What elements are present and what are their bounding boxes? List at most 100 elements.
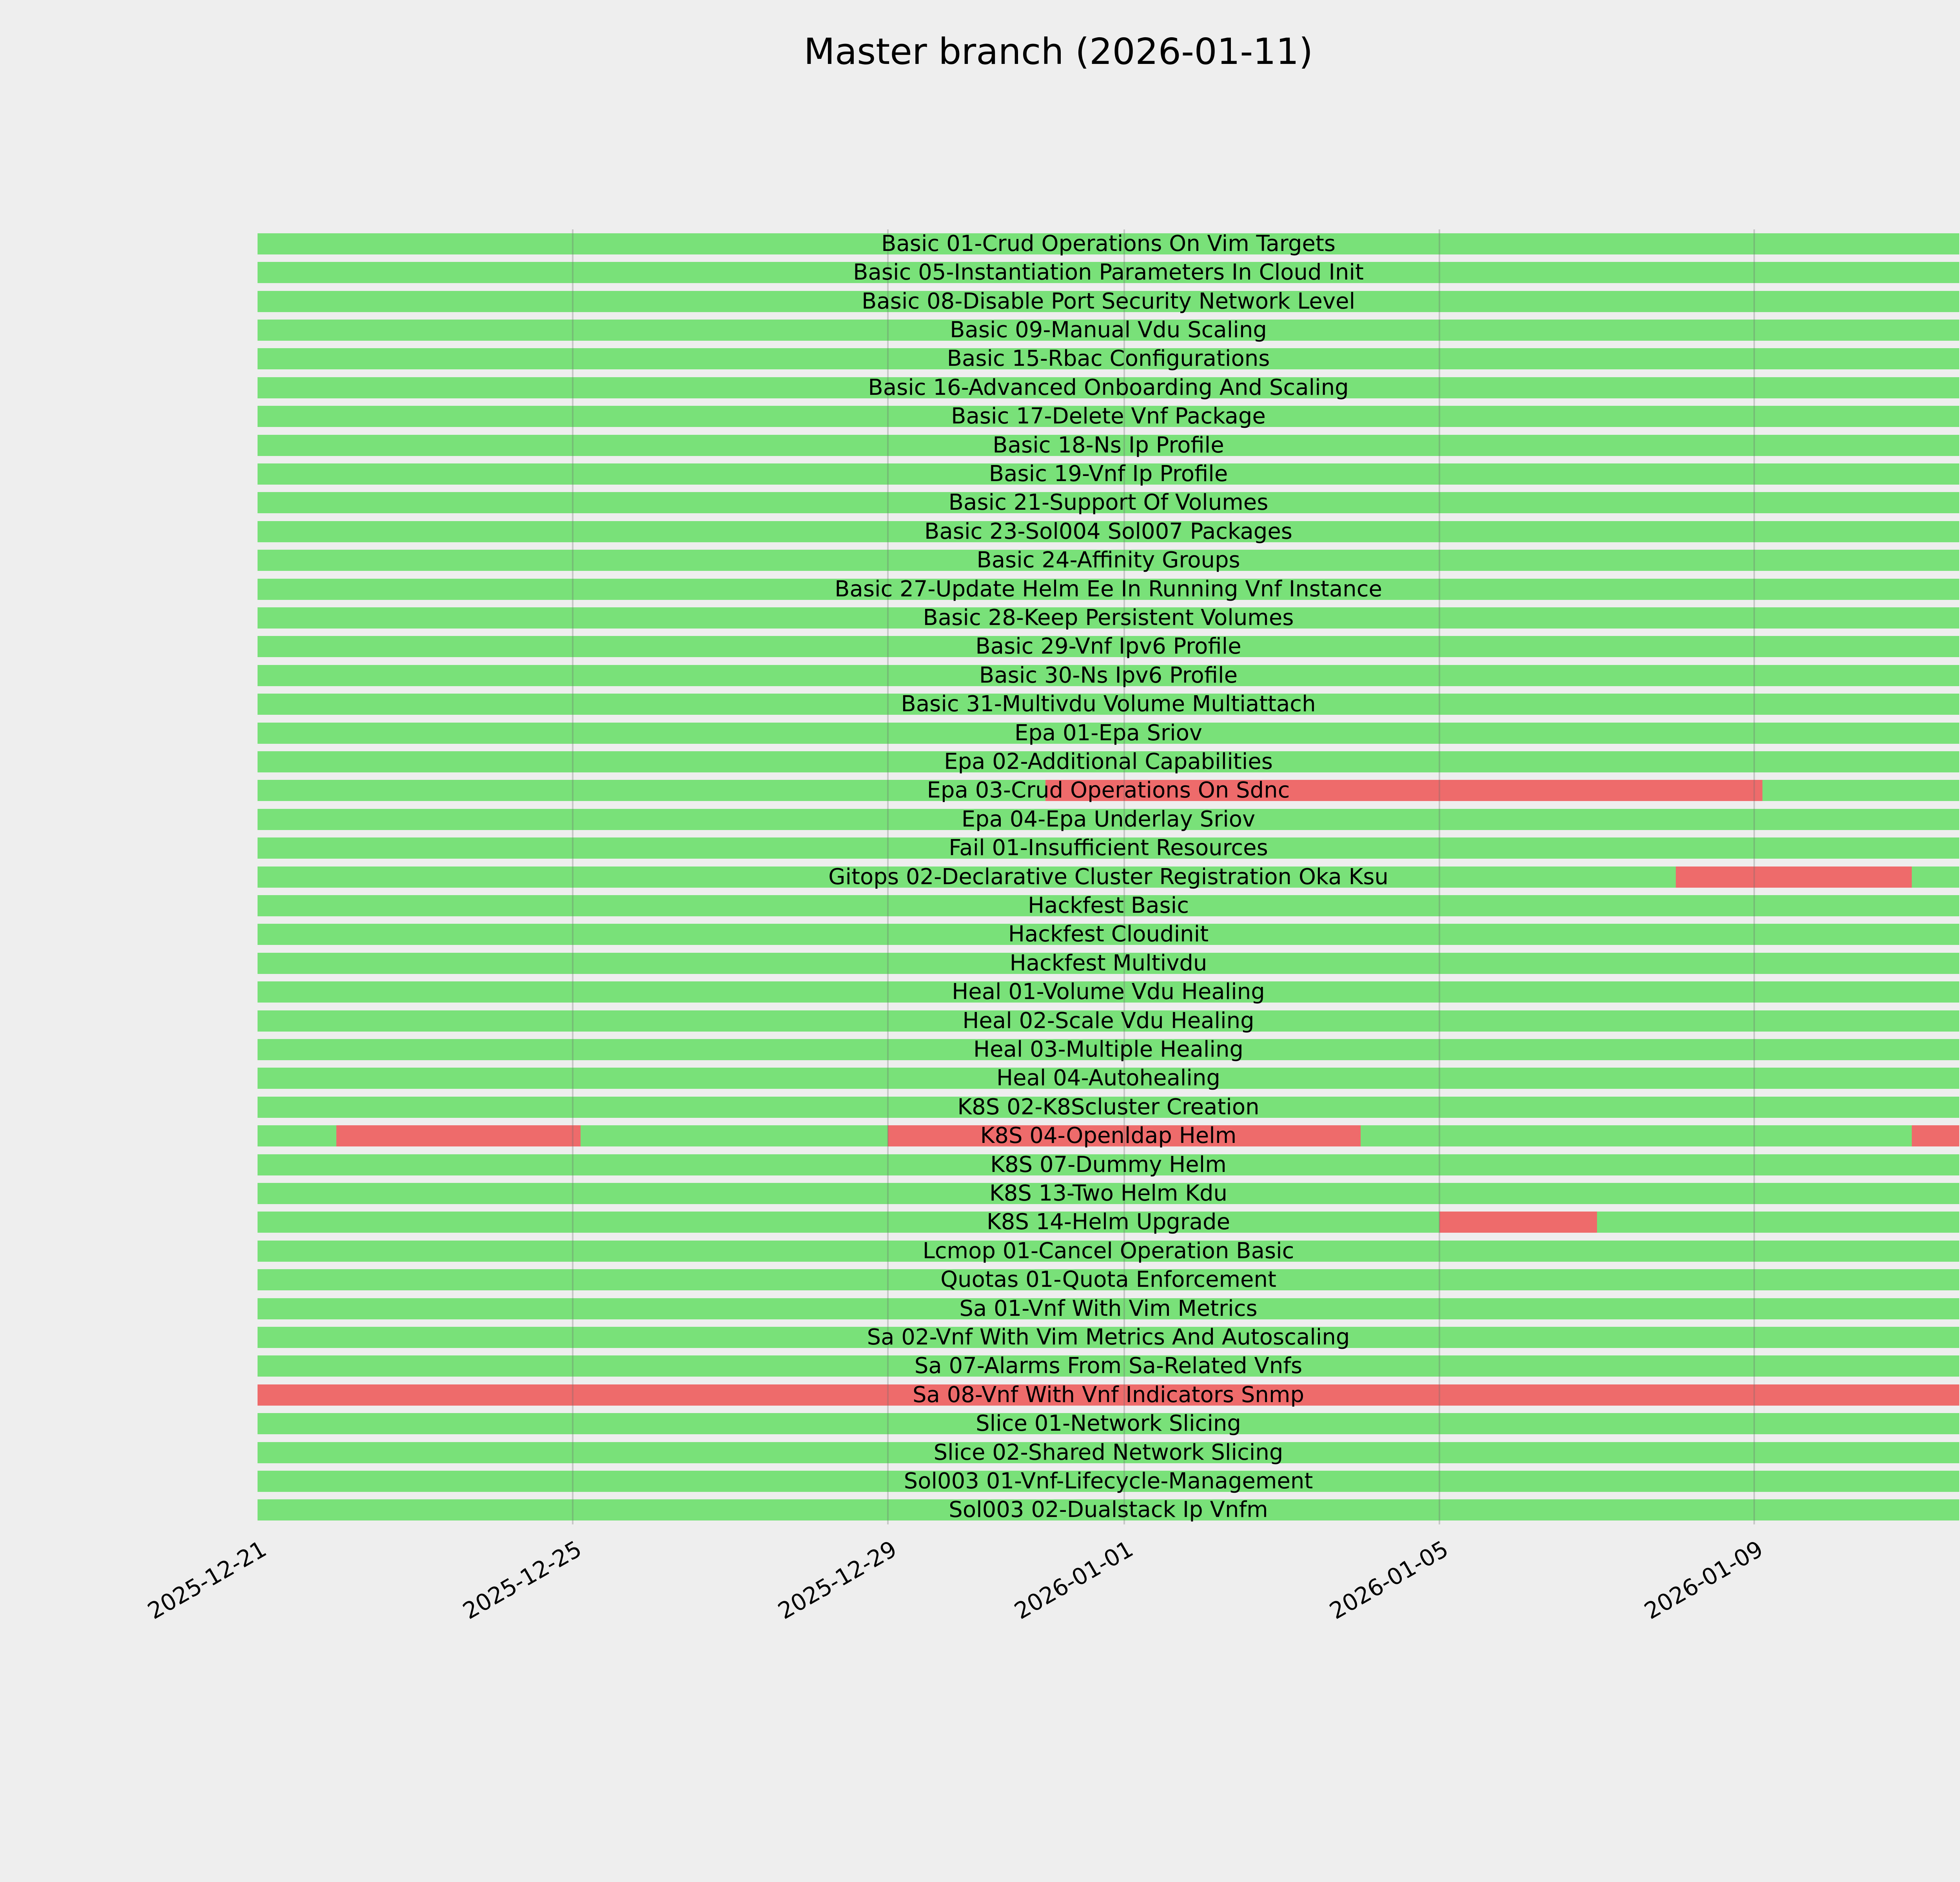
pass-bar (258, 1269, 1959, 1291)
pass-bar (258, 463, 1959, 485)
pass-bar (258, 895, 1959, 916)
task-label: Slice 01-Network Slicing (976, 1411, 1241, 1437)
task-label: Epa 02-Additional Capabilities (944, 748, 1273, 774)
task-label: Basic 31-Multivdu Volume Multiattach (901, 691, 1316, 717)
task-row: Basic 23-Sol004 Sol007 Packages (258, 518, 1959, 544)
task-row: Basic 17-Delete Vnf Package (258, 405, 1959, 427)
task-row: Sol003 02-Dualstack Ip Vnfm (258, 1497, 1959, 1523)
fail-segment (258, 1384, 1959, 1406)
pass-bar (258, 1470, 1959, 1492)
task-label: Basic 23-Sol004 Sol007 Packages (924, 518, 1292, 544)
pass-bar (258, 492, 1959, 514)
task-label: Basic 21-Support Of Volumes (948, 490, 1269, 516)
task-label: Quotas 01-Quota Enforcement (940, 1267, 1276, 1293)
task-label: Basic 05-Instantiation Parameters In Clo… (853, 260, 1364, 285)
task-row: Sa 07-Alarms From Sa-Related Vnfs (258, 1355, 1959, 1377)
x-tick-label: 2025-12-29 (773, 1535, 901, 1625)
task-row: K8S 14-Helm Upgrade (258, 1209, 1959, 1235)
gridline (572, 229, 573, 1524)
task-label: Hackfest Basic (1027, 892, 1189, 918)
task-row: Sa 02-Vnf With Vim Metrics And Autoscali… (258, 1324, 1959, 1350)
task-row: Slice 02-Shared Network Slicing (258, 1441, 1959, 1463)
task-row: Heal 01-Volume Vdu Healing (258, 981, 1959, 1003)
task-row: Heal 03-Multiple Healing (258, 1036, 1959, 1062)
task-row: K8S 13-Two Helm Kdu (258, 1180, 1959, 1206)
task-label: Sol003 02-Dualstack Ip Vnfm (949, 1497, 1268, 1523)
fail-segment (887, 1125, 1361, 1147)
task-label: Basic 16-Advanced Onboarding And Scaling (868, 374, 1349, 400)
pass-bar (258, 578, 1959, 600)
pass-bar (258, 1355, 1959, 1377)
task-row: Basic 18-Ns Ip Profile (258, 432, 1959, 458)
task-label: K8S 04-Openldap Helm (980, 1123, 1237, 1149)
task-label: Heal 01-Volume Vdu Healing (952, 979, 1265, 1005)
task-label: Heal 04-Autohealing (996, 1065, 1220, 1091)
task-row: Fail 01-Insufficient Resources (258, 837, 1959, 859)
task-row: Basic 21-Support Of Volumes (258, 490, 1959, 516)
pass-bar (258, 1442, 1959, 1463)
task-row: Basic 16-Advanced Onboarding And Scaling (258, 374, 1959, 400)
task-row: Basic 27-Update Helm Ee In Running Vnf I… (258, 576, 1959, 602)
task-row: Sa 01-Vnf With Vim Metrics (258, 1295, 1959, 1321)
task-row: Epa 04-Epa Underlay Sriov (258, 806, 1959, 832)
task-label: Epa 03-Crud Operations On Sdnc (927, 778, 1290, 803)
task-row: Quotas 01-Quota Enforcement (258, 1267, 1959, 1293)
pass-bar (258, 751, 1959, 772)
task-row: Heal 04-Autohealing (258, 1065, 1959, 1091)
task-label: Sa 02-Vnf With Vim Metrics And Autoscali… (867, 1324, 1350, 1350)
task-row: Sa 08-Vnf With Vnf Indicators Snmp (258, 1384, 1959, 1406)
pass-bar (258, 1298, 1959, 1319)
pass-bar (258, 1068, 1959, 1089)
pass-bar (258, 291, 1959, 312)
task-row: Basic 24-Affinity Groups (258, 549, 1959, 571)
task-label: Epa 01-Epa Sriov (1014, 720, 1203, 746)
task-row: Basic 01-Crud Operations On Vim Targets (258, 233, 1959, 254)
x-tick-label: 2025-12-25 (458, 1535, 586, 1625)
task-label: Sa 01-Vnf With Vim Metrics (959, 1295, 1258, 1321)
fail-segment (1912, 1125, 1959, 1147)
pass-bar (258, 1212, 1959, 1233)
pass-bar (258, 1010, 1959, 1032)
x-tick-label: 2026-01-09 (1640, 1535, 1768, 1625)
task-row: Basic 09-Manual Vdu Scaling (258, 319, 1959, 341)
pass-bar (258, 981, 1959, 1003)
pass-bar (258, 924, 1959, 945)
pass-bar (258, 377, 1959, 398)
task-label: Sa 07-Alarms From Sa-Related Vnfs (914, 1353, 1303, 1379)
task-row: Basic 19-Vnf Ip Profile (258, 463, 1959, 485)
task-label: Basic 08-Disable Port Security Network L… (861, 288, 1356, 314)
task-label: Basic 30-Ns Ipv6 Profile (979, 662, 1238, 688)
pass-bar (258, 665, 1959, 686)
task-label: K8S 14-Helm Upgrade (986, 1209, 1230, 1235)
pass-bar (258, 262, 1959, 283)
task-row: Hackfest Basic (258, 892, 1959, 918)
pass-bar (258, 406, 1959, 427)
task-label: Epa 04-Epa Underlay Sriov (961, 806, 1256, 832)
x-tick-label: 2026-01-01 (1009, 1535, 1138, 1625)
task-label: Gitops 02-Declarative Cluster Registrati… (828, 864, 1388, 890)
chart-title: Master branch (2026-01-11) (804, 31, 1313, 73)
task-row: Hackfest Multivdu (258, 950, 1959, 976)
pass-bar (258, 1096, 1959, 1118)
task-label: Heal 03-Multiple Healing (973, 1036, 1243, 1062)
task-row: Gitops 02-Declarative Cluster Registrati… (258, 864, 1959, 890)
task-label: Basic 27-Update Helm Ee In Running Vnf I… (835, 576, 1382, 602)
task-row: K8S 07-Dummy Helm (258, 1154, 1959, 1175)
task-label: Basic 29-Vnf Ipv6 Profile (975, 634, 1241, 659)
gridline (887, 229, 889, 1524)
task-label: K8S 02-K8Scluster Creation (957, 1094, 1259, 1120)
pass-bar (258, 837, 1959, 859)
pass-bar (258, 1039, 1959, 1060)
task-label: K8S 13-Two Helm Kdu (989, 1180, 1228, 1206)
task-label: Sa 08-Vnf With Vnf Indicators Snmp (912, 1382, 1304, 1408)
task-label: Heal 02-Scale Vdu Healing (962, 1008, 1254, 1034)
fail-segment (1045, 780, 1762, 801)
task-label: Basic 18-Ns Ip Profile (993, 432, 1224, 458)
task-row: Heal 02-Scale Vdu Healing (258, 1010, 1959, 1032)
pass-bar (258, 722, 1959, 744)
task-row: Sol003 01-Vnf-Lifecycle-Management (258, 1470, 1959, 1492)
task-row: Lcmop 01-Cancel Operation Basic (258, 1240, 1959, 1262)
task-row: Basic 30-Ns Ipv6 Profile (258, 662, 1959, 688)
gridline (1438, 229, 1440, 1524)
task-label: Hackfest Multivdu (1009, 950, 1207, 976)
